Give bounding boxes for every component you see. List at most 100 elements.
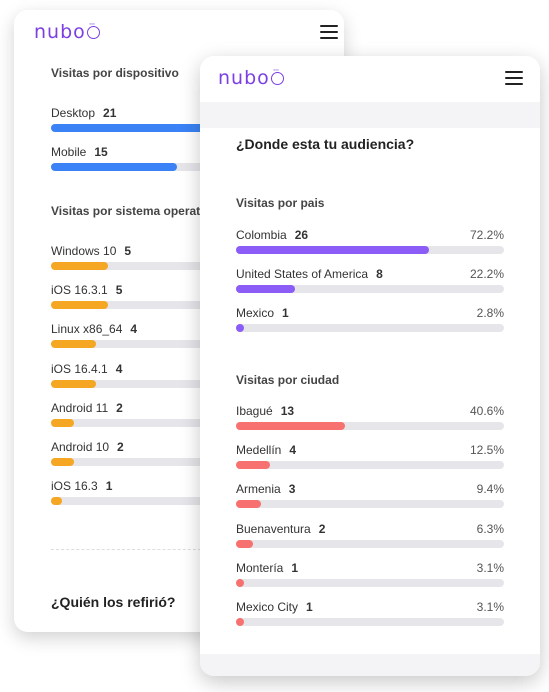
city-row-label: Mexico City 1 — [236, 600, 313, 614]
city-row-label: Medellín 4 — [236, 443, 296, 457]
audience-title: ¿Donde esta tu audiencia? — [236, 136, 415, 152]
item-percentage: 22.2% — [469, 267, 504, 281]
progress-track — [236, 324, 504, 332]
item-name: iOS 16.3 — [51, 479, 98, 494]
city-row: Medellín 4 12.5% — [236, 443, 504, 471]
item-count: 2 — [117, 440, 124, 454]
progress-track — [236, 539, 504, 548]
referral-section-title: ¿Quién los refirió? — [51, 594, 176, 610]
progress-track — [51, 458, 344, 466]
item-percentage: 12.5% — [469, 443, 504, 458]
device-row-label: Desktop 21 — [51, 106, 116, 120]
item-name: Buenaventura — [236, 521, 311, 536]
item-name: Windows 10 — [51, 244, 117, 258]
section-divider — [51, 549, 201, 550]
os-row: Android 11 2 — [51, 401, 344, 429]
progress-fill — [236, 500, 261, 509]
os-row: Windows 10 5 — [51, 244, 344, 272]
item-count: 3 — [288, 482, 296, 497]
os-row: Android 10 2 — [51, 440, 344, 468]
progress-track — [51, 301, 344, 310]
progress-fill — [236, 422, 345, 430]
item-count: 1 — [291, 560, 299, 575]
country-row: United States of America 8 22.2% — [236, 267, 504, 295]
progress-track — [51, 262, 344, 270]
city-row: Armenia 3 9.4% — [236, 482, 504, 510]
progress-fill — [236, 461, 270, 470]
progress-fill — [51, 340, 96, 349]
item-name: Armenia — [236, 482, 281, 497]
os-row: Linux x86_64 4 — [51, 322, 344, 350]
device-section-title: Visitas por dispositivo — [51, 66, 179, 80]
country-row-label: United States of America 8 — [236, 267, 383, 281]
os-row-label: iOS 16.3 1 — [51, 479, 112, 493]
os-row: iOS 16.4.1 4 — [51, 362, 344, 390]
progress-fill — [51, 262, 108, 270]
progress-fill — [51, 458, 74, 466]
progress-fill — [236, 246, 429, 254]
audience-location-card: nubo ¿Donde esta tu audiencia? Visitas p… — [200, 56, 540, 676]
city-row-label: Ibagué 13 — [236, 404, 294, 418]
progress-track — [236, 285, 504, 293]
item-name: Mexico — [236, 306, 275, 320]
item-count: 4 — [115, 361, 123, 376]
nubo-logo[interactable]: nubo — [218, 66, 284, 89]
item-percentage: 9.4% — [476, 482, 504, 497]
item-name: iOS 16.3.1 — [51, 283, 108, 298]
item-count: 4 — [289, 443, 297, 458]
os-row-label: Android 10 2 — [51, 440, 124, 454]
os-row: iOS 16.3 1 — [51, 479, 344, 507]
item-count: 4 — [130, 322, 138, 337]
os-row-label: Linux x86_64 4 — [51, 322, 137, 336]
progress-track — [236, 461, 504, 470]
header-spacer — [200, 102, 540, 128]
item-name: Mobile — [51, 145, 87, 159]
progress-fill — [236, 539, 253, 548]
city-row: Mexico City 1 3.1% — [236, 600, 504, 628]
item-count: 13 — [280, 404, 295, 418]
item-percentage: 3.1% — [476, 600, 504, 614]
item-name: Montería — [236, 560, 284, 575]
item-count: 21 — [103, 106, 117, 120]
item-percentage: 72.2% — [469, 228, 504, 242]
progress-track — [236, 500, 504, 509]
progress-track — [236, 618, 504, 626]
city-row-label: Armenia 3 — [236, 482, 295, 496]
item-name: Linux x86_64 — [51, 322, 123, 337]
device-row: Mobile 15 — [51, 145, 344, 173]
progress-fill — [51, 497, 62, 506]
progress-track — [51, 497, 344, 506]
hamburger-menu-icon[interactable] — [320, 25, 338, 40]
item-count: 15 — [94, 145, 108, 159]
os-row: iOS 16.3.1 5 — [51, 283, 344, 311]
item-count: 1 — [306, 600, 313, 614]
progress-track — [236, 422, 504, 430]
item-name: Mexico City — [236, 600, 299, 614]
os-row-label: iOS 16.4.1 4 — [51, 362, 122, 376]
nubo-logo[interactable]: nubo — [34, 20, 100, 43]
item-name: Android 10 — [51, 440, 110, 454]
country-section-title: Visitas por pais — [236, 196, 325, 210]
hamburger-menu-icon[interactable] — [505, 71, 523, 86]
chat-bubble-icon — [86, 20, 100, 39]
item-percentage: 40.6% — [469, 404, 504, 418]
os-section-title: Visitas por sistema operativo — [51, 204, 218, 218]
progress-fill — [51, 379, 96, 388]
item-name: Medellín — [236, 443, 282, 458]
progress-fill — [236, 618, 244, 626]
item-percentage: 3.1% — [476, 560, 504, 575]
progress-fill — [51, 124, 225, 132]
city-section-title: Visitas por ciudad — [236, 373, 340, 387]
progress-fill — [236, 324, 244, 332]
item-name: iOS 16.4.1 — [51, 361, 108, 376]
item-name: Ibagué — [236, 404, 273, 418]
country-row-label: Colombia 26 — [236, 228, 308, 242]
city-row: Ibagué 13 40.6% — [236, 404, 504, 432]
os-row-label: Android 11 2 — [51, 401, 123, 415]
progress-fill — [236, 285, 295, 293]
progress-track — [51, 340, 344, 349]
chat-bubble-icon — [270, 66, 284, 85]
item-count: 8 — [376, 267, 383, 281]
country-row: Mexico 1 2.8% — [236, 306, 504, 334]
item-count: 2 — [116, 400, 123, 415]
